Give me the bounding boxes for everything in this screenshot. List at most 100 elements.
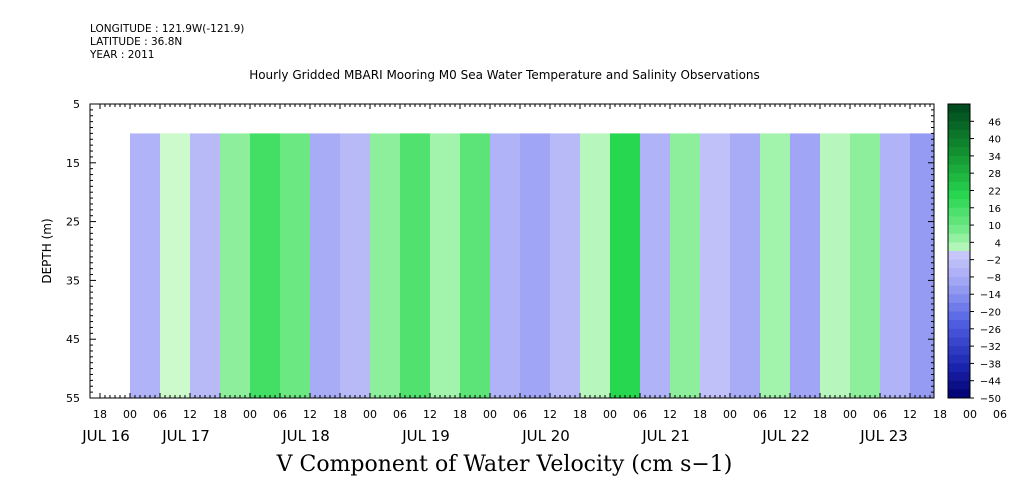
chart-title: V Component of Water Velocity (cm s−1) <box>276 452 733 477</box>
x-day-label: JUL 22 <box>761 427 810 445</box>
colorbar-label: −26 <box>980 325 1001 336</box>
colorbar-swatch <box>948 259 970 269</box>
colorbar-label: −2 <box>986 256 1001 267</box>
colorbar-swatch <box>948 268 970 278</box>
colorbar-label: 10 <box>988 221 1001 232</box>
x-hour-label: 18 <box>333 408 347 421</box>
heatmap-cell <box>880 133 911 398</box>
heatmap-cell <box>220 133 251 398</box>
colorbar-swatch <box>948 207 970 217</box>
x-hour-label: 12 <box>783 408 797 421</box>
colorbar-swatch <box>948 251 970 261</box>
x-hour-label: 18 <box>93 408 107 421</box>
y-tick-label: 55 <box>66 392 80 405</box>
heatmap-cells <box>130 133 935 398</box>
colorbar-label: −14 <box>980 290 1001 301</box>
x-hour-label: 12 <box>543 408 557 421</box>
colorbar-swatch <box>948 363 970 373</box>
heatmap-cell <box>160 133 191 398</box>
colorbar-swatch <box>948 121 970 131</box>
x-hour-label: 12 <box>663 408 677 421</box>
x-hour-label: 18 <box>213 408 227 421</box>
colorbar-label: −38 <box>980 359 1001 370</box>
x-hour-label: 06 <box>633 408 647 421</box>
heatmap-cell <box>130 133 161 398</box>
y-tick-label: 35 <box>66 274 80 287</box>
colorbar-swatch <box>948 285 970 295</box>
x-day-label: JUL 20 <box>521 427 570 445</box>
x-hour-label: 06 <box>273 408 287 421</box>
heatmap-cell <box>640 133 671 398</box>
x-hour-label: 00 <box>603 408 617 421</box>
colorbar-swatch <box>948 181 970 191</box>
x-hour-label: 06 <box>153 408 167 421</box>
heatmap-cell <box>340 133 371 398</box>
heatmap-cell <box>730 133 761 398</box>
heatmap-cell <box>280 133 311 398</box>
colorbar-label: 34 <box>988 152 1001 163</box>
colorbar-label: −44 <box>980 377 1001 388</box>
x-hour-label: 12 <box>183 408 197 421</box>
colorbar-swatch <box>948 147 970 157</box>
x-day-label: JUL 17 <box>161 427 210 445</box>
x-hour-label: 06 <box>393 408 407 421</box>
colorbar-label: 28 <box>988 169 1001 180</box>
colorbar-swatch <box>948 380 970 390</box>
colorbar-swatch <box>948 155 970 165</box>
y-axis: 5 15 25 35 45 55 <box>66 98 934 405</box>
x-hour-label: 18 <box>453 408 467 421</box>
colorbar-swatch <box>948 104 970 114</box>
heatmap-cell <box>460 133 491 398</box>
colorbar-label: −8 <box>986 273 1001 284</box>
y-tick-label: 15 <box>66 157 80 170</box>
colorbar-swatch <box>948 354 970 364</box>
y-tick-label: 5 <box>73 98 80 111</box>
heatmap-cell <box>490 133 521 398</box>
colorbar-frame <box>947 103 971 399</box>
heatmap-cell <box>760 133 791 398</box>
colorbar-swatch <box>948 112 970 122</box>
colorbar-swatch <box>948 294 970 304</box>
colorbar-swatch <box>948 389 970 399</box>
colorbar-swatch <box>948 138 970 148</box>
colorbar-swatch <box>948 173 970 183</box>
heatmap-cell <box>850 133 881 398</box>
colorbar-swatch <box>948 320 970 330</box>
colorbar-swatch <box>948 129 970 139</box>
x-hour-label: 18 <box>693 408 707 421</box>
heatmap-cell <box>610 133 641 398</box>
latitude-label: LATITUDE : 36.8N <box>90 36 183 48</box>
colorbar-label: −20 <box>980 308 1001 319</box>
colorbar-swatch <box>948 242 970 252</box>
colorbar-swatch <box>948 216 970 226</box>
x-day-label: JUL 18 <box>281 427 330 445</box>
x-hour-label: 06 <box>993 408 1007 421</box>
colorbar-swatch <box>948 190 970 200</box>
colorbar-swatch <box>948 372 970 382</box>
colorbar-swatch <box>948 199 970 209</box>
x-day-label: JUL 16 <box>81 427 130 445</box>
colorbar-swatch <box>948 233 970 243</box>
y-axis-label: DEPTH (m) <box>40 218 54 283</box>
heatmap-cell <box>670 133 701 398</box>
x-hour-label: 18 <box>813 408 827 421</box>
colorbar-label: 46 <box>988 117 1001 128</box>
heatmap-cell <box>310 133 341 398</box>
y-tick-label: 45 <box>66 333 80 346</box>
colorbar-swatch <box>948 337 970 347</box>
colorbar-label: −32 <box>980 342 1001 353</box>
colorbar-label: 40 <box>988 135 1001 146</box>
year-label: YEAR : 2011 <box>90 49 155 61</box>
heatmap-cell <box>370 133 401 398</box>
x-hour-label: 12 <box>903 408 917 421</box>
colorbar-swatch <box>948 302 970 312</box>
colorbar-swatch <box>948 328 970 338</box>
x-hour-label: 00 <box>963 408 977 421</box>
x-hour-label: 00 <box>723 408 737 421</box>
colorbar-swatch <box>948 346 970 356</box>
x-hour-label: 00 <box>363 408 377 421</box>
colorbar-label: 22 <box>988 186 1001 197</box>
x-hour-label: 06 <box>753 408 767 421</box>
heatmap-cell <box>550 133 581 398</box>
